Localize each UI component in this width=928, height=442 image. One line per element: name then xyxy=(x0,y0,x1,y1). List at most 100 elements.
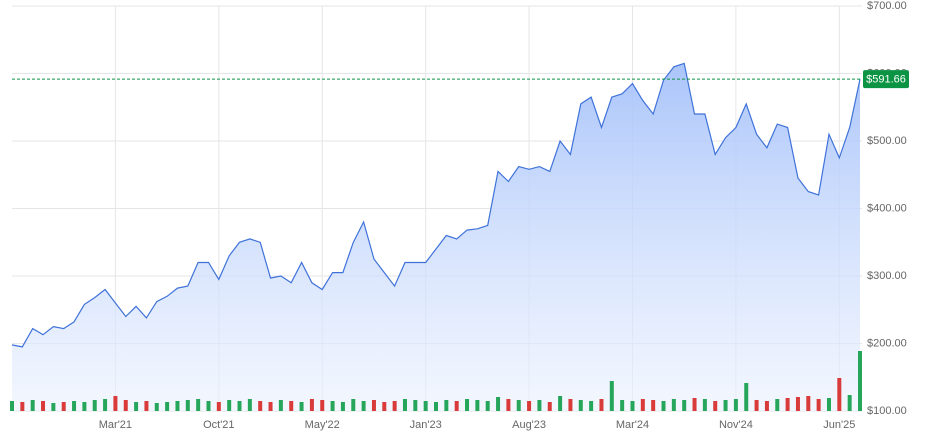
volume-bar xyxy=(123,400,128,411)
volume-bar xyxy=(692,398,697,411)
volume-bar xyxy=(165,402,170,411)
volume-bar xyxy=(51,403,56,411)
x-tick-label: Jun'25 xyxy=(823,419,855,431)
volume-bar xyxy=(206,401,211,411)
volume-bar xyxy=(103,399,108,411)
volume-bar xyxy=(630,401,635,411)
volume-bar xyxy=(402,399,407,411)
volume-bar xyxy=(371,400,376,411)
volume-bar xyxy=(237,401,242,411)
volume-bar xyxy=(444,400,449,411)
volume-bar xyxy=(713,401,718,411)
x-tick-label: Nov'24 xyxy=(719,419,753,431)
volume-bar xyxy=(465,399,470,411)
volume-bar xyxy=(733,399,738,411)
volume-bar xyxy=(144,401,149,411)
volume-bar xyxy=(361,401,366,411)
volume-bar xyxy=(516,400,521,411)
x-tick-label: Mar'24 xyxy=(616,419,649,431)
volume-bar xyxy=(61,402,66,411)
volume-bar xyxy=(547,402,552,411)
y-tick-label: $700.00 xyxy=(867,0,907,12)
volume-bar xyxy=(620,400,625,411)
volume-bar xyxy=(227,400,232,411)
x-tick-label: Aug'23 xyxy=(512,419,546,431)
volume-bar xyxy=(568,399,573,411)
volume-bar xyxy=(351,399,356,411)
x-tick-label: Jan'23 xyxy=(410,419,442,431)
area-fill xyxy=(12,63,860,412)
volume-bar xyxy=(558,396,563,411)
volume-bar xyxy=(72,401,77,411)
volume-bar xyxy=(258,401,263,411)
volume-bar xyxy=(485,401,490,411)
volume-bar xyxy=(858,351,862,411)
volume-bar xyxy=(92,400,97,411)
volume-bar xyxy=(816,399,821,411)
volume-bar xyxy=(754,400,759,411)
volume-bar xyxy=(113,396,118,411)
x-tick-label: Oct'21 xyxy=(203,419,234,431)
y-tick-label: $200.00 xyxy=(867,337,907,349)
volume-bar xyxy=(423,401,428,411)
volume-bar xyxy=(196,399,201,411)
volume-bar xyxy=(454,401,459,411)
volume-bar xyxy=(268,402,273,411)
volume-bar xyxy=(837,378,842,411)
price-line xyxy=(11,62,861,348)
volume-bar xyxy=(599,399,604,411)
volume-bar xyxy=(289,401,294,411)
volume-bar xyxy=(392,401,397,411)
y-tick-label: $400.00 xyxy=(867,202,907,214)
volume-bar xyxy=(589,401,594,411)
volume-bar xyxy=(506,399,511,411)
volume-bar xyxy=(651,400,656,411)
y-tick-label: $500.00 xyxy=(867,135,907,147)
x-tick-label: May'22 xyxy=(305,419,340,431)
volume-bar xyxy=(340,402,345,411)
volume-bar xyxy=(309,399,314,411)
volume-bar xyxy=(413,400,418,411)
volume-bar xyxy=(175,401,180,411)
volume-bar xyxy=(775,399,780,411)
volume-bar xyxy=(764,401,769,411)
volume-bar xyxy=(609,381,614,411)
y-tick-label: $300.00 xyxy=(867,270,907,282)
volume-bar xyxy=(134,402,139,411)
volume-bar xyxy=(299,402,304,411)
last-value-label: $591.66 xyxy=(866,74,906,86)
volume-bar xyxy=(682,400,687,411)
volume-bar xyxy=(30,400,35,411)
volume-bar xyxy=(154,403,159,411)
volume-bar xyxy=(806,396,811,411)
volume-bar xyxy=(330,401,335,411)
volume-bar xyxy=(475,400,480,411)
volume-bar xyxy=(496,397,501,411)
volume-bar xyxy=(216,402,221,411)
volume-bar xyxy=(785,398,790,411)
volume-bar xyxy=(578,400,583,411)
volume-bar xyxy=(640,399,645,411)
volume-bar xyxy=(382,402,387,411)
volume-bar xyxy=(434,402,438,411)
volume-bar xyxy=(795,397,800,411)
volume-bar xyxy=(661,401,666,411)
volume-bar xyxy=(847,395,852,411)
volume-bar xyxy=(20,402,25,411)
volume-bar xyxy=(744,383,749,411)
volume-bar xyxy=(702,399,707,411)
y-tick-label: $100.00 xyxy=(867,405,907,417)
volume-bar xyxy=(10,401,14,411)
volume-bar xyxy=(41,401,46,411)
volume-bar xyxy=(537,400,542,411)
volume-bar xyxy=(82,402,87,411)
volume-bar xyxy=(247,399,252,411)
volume-bar xyxy=(185,400,190,411)
volume-bar xyxy=(671,399,676,411)
volume-bar xyxy=(527,401,532,411)
x-tick-label: Mar'21 xyxy=(99,419,132,431)
volume-bar xyxy=(826,398,831,411)
last-value-badge xyxy=(863,70,909,89)
